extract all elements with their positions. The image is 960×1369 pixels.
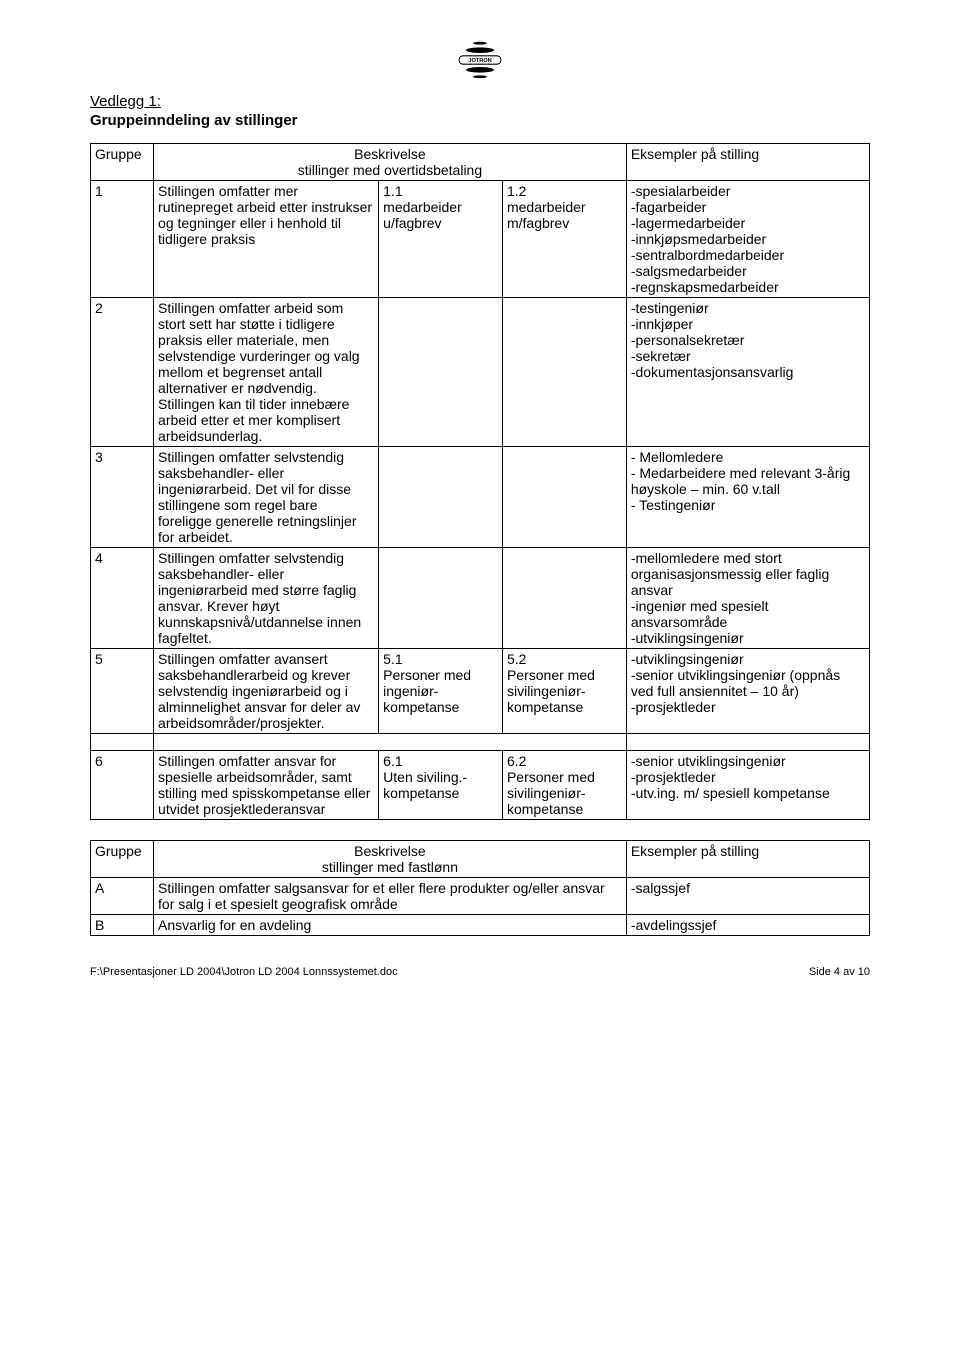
group-cell: 1 [91,181,154,298]
beskrivelse-label: Beskrivelse [354,146,426,162]
table-row: 1 Stillingen omfatter mer rutinepreget a… [91,181,870,298]
col-beskrivelse: Beskrivelse stillinger med fastlønn [154,841,627,878]
positions-overtime-table: Gruppe Beskrivelse stillinger med overti… [90,143,870,820]
positions-fixed-salary-table: Gruppe Beskrivelse stillinger med fastlø… [90,840,870,936]
desc-cell: Stillingen omfatter salgsansvar for et e… [154,878,627,915]
table-row: 3 Stillingen omfatter selvstendig saksbe… [91,447,870,548]
table-row: 4 Stillingen omfatter selvstendig saksbe… [91,548,870,649]
examples-cell: -salgssjef [626,878,869,915]
group-cell: B [91,915,154,936]
table-header-row: Gruppe Beskrivelse stillinger med fastlø… [91,841,870,878]
col-gruppe: Gruppe [91,144,154,181]
examples-cell: - Mellomledere - Medarbeidere med releva… [626,447,869,548]
group-cell: 3 [91,447,154,548]
examples-cell: -mellomledere med stort organisasjonsmes… [626,548,869,649]
col-gruppe: Gruppe [91,841,154,878]
group-cell: 6 [91,751,154,820]
beskrivelse-label: Beskrivelse [354,843,426,859]
col-beskrivelse: Beskrivelse stillinger med overtidsbetal… [154,144,627,181]
desc-cell: Stillingen omfatter ansvar for spesielle… [154,751,379,820]
sub2-cell: 1.2 medarbeider m/fagbrev [502,181,626,298]
table-row: 2 Stillingen omfatter arbeid som stort s… [91,298,870,447]
table-row: 5 Stillingen omfatter avansert saksbehan… [91,649,870,734]
desc-cell: Ansvarlig for en avdeling [154,915,627,936]
examples-cell: -testingeniør -innkjøper -personalsekret… [626,298,869,447]
group-cell: 5 [91,649,154,734]
desc-cell: Stillingen omfatter mer rutinepreget arb… [154,181,379,298]
desc-cell: Stillingen omfatter selvstendig saksbeha… [154,447,379,548]
attachment-label: Vedlegg 1: [90,93,870,110]
desc-cell: Stillingen omfatter arbeid som stort set… [154,298,379,447]
sub1-cell: 1.1 medarbeider u/fagbrev [379,181,503,298]
col-eksempler: Eksempler på stilling [626,841,869,878]
footer-path: F:\Presentasjoner LD 2004\Jotron LD 2004… [90,966,398,978]
table-header-row: Gruppe Beskrivelse stillinger med overti… [91,144,870,181]
table-gap-row [91,734,870,751]
col-eksempler: Eksempler på stilling [626,144,869,181]
beskrivelse-subtitle: stillinger med fastlønn [322,859,458,875]
examples-cell: -senior utviklingsingeniør -prosjektlede… [626,751,869,820]
sub2-cell [502,548,626,649]
group-cell: 2 [91,298,154,447]
sub2-cell: 6.2 Personer med sivilingeniør-kompetans… [502,751,626,820]
beskrivelse-subtitle: stillinger med overtidsbetaling [298,162,482,178]
group-cell: A [91,878,154,915]
sub1-cell: 6.1 Uten siviling.-kompetanse [379,751,503,820]
footer-page-number: Side 4 av 10 [809,966,870,978]
page-title: Gruppeinndeling av stillinger [90,112,870,129]
desc-cell: Stillingen omfatter avansert saksbehandl… [154,649,379,734]
table-row: 6 Stillingen omfatter ansvar for spesiel… [91,751,870,820]
desc-cell: Stillingen omfatter selvstendig saksbeha… [154,548,379,649]
sub2-cell [502,298,626,447]
table-row: B Ansvarlig for en avdeling -avdelingssj… [91,915,870,936]
table-row: A Stillingen omfatter salgsansvar for et… [91,878,870,915]
group-cell: 4 [91,548,154,649]
examples-cell: -avdelingssjef [626,915,869,936]
sub2-cell [502,447,626,548]
sub2-cell: 5.2 Personer med sivilingeniør-kompetans… [502,649,626,734]
jotron-logo: JOTRON [90,40,870,83]
document-page: JOTRON Vedlegg 1: Gruppeinndeling av sti… [0,0,960,1008]
examples-cell: -spesialarbeider -fagarbeider -lagermeda… [626,181,869,298]
examples-cell: -utviklingsingeniør -senior utviklingsin… [626,649,869,734]
page-footer: F:\Presentasjoner LD 2004\Jotron LD 2004… [90,966,870,978]
sub1-cell [379,298,503,447]
svg-text:JOTRON: JOTRON [468,58,491,64]
sub1-cell [379,447,503,548]
sub1-cell [379,548,503,649]
sub1-cell: 5.1 Personer med ingeniør-kompetanse [379,649,503,734]
